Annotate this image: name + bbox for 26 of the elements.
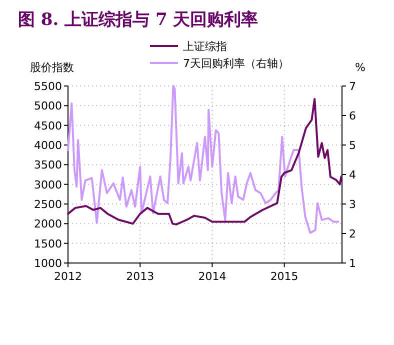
y-tick-label: 4000 — [34, 139, 62, 152]
y2-tick-label: 7 — [349, 80, 356, 93]
y-tick-label: 5000 — [34, 100, 62, 113]
y2-tick-label: 5 — [349, 139, 356, 152]
y2-tick-label: 3 — [349, 198, 356, 211]
y2-axis-title: % — [355, 61, 366, 74]
y-tick-label: 2500 — [34, 198, 62, 211]
y2-tick-label: 4 — [349, 168, 356, 182]
x-tick-label: 2013 — [126, 270, 154, 283]
y-tick-label: 2000 — [34, 218, 62, 231]
legend-label: 上证综指 — [183, 40, 227, 53]
legend-label: 7天回购利率（右轴） — [183, 57, 289, 70]
y-tick-label: 1500 — [34, 237, 62, 250]
y-tick-label: 5500 — [34, 80, 62, 93]
y-tick-label: 1000 — [34, 257, 62, 270]
y-tick-label: 3500 — [34, 158, 62, 172]
y-axis-title: 股价指数 — [30, 61, 74, 74]
y-tick-label: 3000 — [34, 178, 62, 192]
x-tick-label: 2015 — [270, 270, 298, 283]
y2-tick-label: 6 — [349, 110, 356, 122]
x-tick-label: 2014 — [198, 270, 226, 283]
y-tick-label: 4500 — [34, 119, 62, 132]
x-tick-label: 2012 — [54, 270, 82, 283]
y2-tick-label: 2 — [349, 228, 356, 240]
y2-tick-label: 1 — [349, 257, 356, 270]
chart-title: 图 8. 上证综指与 7 天回购利率 — [18, 10, 258, 30]
